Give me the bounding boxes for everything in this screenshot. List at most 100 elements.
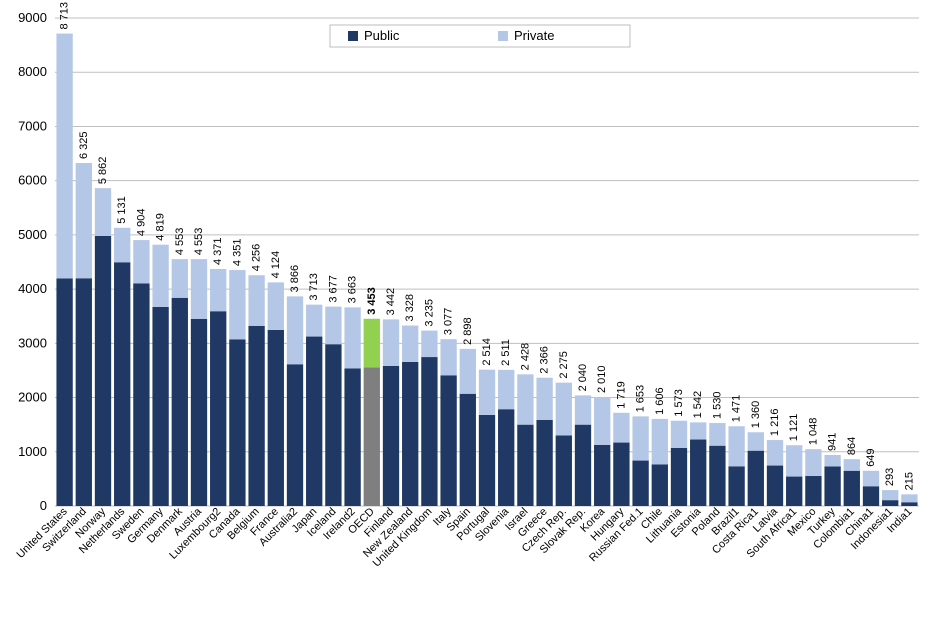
bars: 8 7136 3255 8625 1314 9044 8194 5534 553… (56, 2, 917, 506)
bar-total-label: 3 235 (423, 299, 435, 327)
bar-total-label: 3 442 (385, 288, 397, 316)
bar-private (325, 307, 341, 345)
bar-public (863, 486, 879, 506)
bar-public (652, 464, 668, 506)
bar-public (344, 368, 360, 506)
legend-label: Public (364, 28, 400, 43)
bar-public (95, 236, 111, 506)
bar-total-label: 4 351 (231, 239, 243, 267)
bar-private (440, 339, 456, 375)
y-tick-label: 1000 (18, 444, 47, 459)
bar-public (575, 425, 591, 506)
y-tick-label: 6000 (18, 173, 47, 188)
bar-public (805, 476, 821, 506)
bar-total-label: 1 653 (635, 385, 647, 413)
bar-private (556, 383, 572, 436)
bar-private (287, 296, 303, 364)
bar-public (402, 362, 418, 506)
bar-private (728, 426, 744, 466)
bar-private (613, 413, 629, 443)
bar-public (671, 448, 687, 506)
bar-private (632, 416, 648, 460)
bar-private (844, 459, 860, 471)
bar-total-label: 3 866 (289, 265, 301, 293)
bar-public (901, 502, 917, 506)
bar-private (767, 440, 783, 465)
bar-total-label: 215 (903, 472, 915, 490)
bar-public (325, 344, 341, 506)
bar-public (287, 364, 303, 506)
bar-private (901, 494, 917, 502)
bar-private (95, 188, 111, 236)
bar-public (517, 425, 533, 506)
bar-private (248, 275, 264, 326)
bar-private (786, 445, 802, 476)
bar-public (268, 330, 284, 506)
bar-total-label: 4 553 (193, 228, 205, 256)
bar-public (882, 500, 898, 506)
bar-total-label: 2 514 (481, 338, 493, 366)
bar-public (824, 466, 840, 506)
bar-private (172, 259, 188, 298)
bar-public (844, 471, 860, 506)
bar-total-label: 2 366 (539, 346, 551, 374)
bar-private (344, 307, 360, 368)
bar-private (210, 269, 226, 311)
bar-public (172, 298, 188, 506)
bar-private (383, 319, 399, 366)
bar-total-label: 1 573 (673, 389, 685, 417)
bar-public (56, 278, 72, 506)
bar-private (517, 374, 533, 424)
bar-private (460, 349, 476, 394)
bar-public (133, 283, 149, 506)
bar-private (56, 34, 72, 279)
bar-total-label: 649 (865, 448, 877, 466)
bar-public (594, 445, 610, 506)
bar-private (536, 378, 552, 420)
bar-public (632, 461, 648, 506)
bar-public (556, 436, 572, 506)
bar-private (268, 282, 284, 330)
bar-public (613, 443, 629, 506)
y-tick-label: 3000 (18, 335, 47, 350)
bar-total-label: 1 360 (750, 401, 762, 429)
bar-public (690, 440, 706, 506)
bar-total-label: 5 862 (97, 157, 109, 185)
bar-total-label: 1 530 (711, 392, 723, 420)
bar-public (536, 420, 552, 506)
bar-private (479, 370, 495, 415)
y-tick-label: 7000 (18, 118, 47, 133)
chart-container: { "chart": { "type": "stacked-bar", "wid… (0, 0, 931, 630)
legend-label: Private (514, 28, 554, 43)
bar-total-label: 2 040 (577, 364, 589, 392)
bar-total-label: 3 453 (366, 287, 378, 315)
legend-swatch (498, 31, 508, 41)
bar-total-label: 1 719 (615, 381, 627, 409)
bar-total-label: 4 256 (251, 244, 263, 272)
bar-total-label: 941 (827, 433, 839, 451)
bar-total-label: 2 511 (500, 339, 512, 366)
bar-private (76, 163, 92, 278)
bar-private (671, 421, 687, 448)
bar-public (210, 311, 226, 506)
bar-private (152, 245, 168, 307)
bar-total-label: 5 131 (116, 196, 128, 224)
y-tick-label: 9000 (18, 10, 47, 25)
bar-private (748, 432, 764, 450)
bar-total-label: 2 010 (596, 365, 608, 393)
bar-private (364, 319, 380, 368)
bar-public (767, 466, 783, 506)
bar-total-label: 3 713 (308, 273, 320, 301)
bar-total-label: 4 819 (155, 213, 167, 241)
bar-private (594, 397, 610, 445)
bar-private (690, 422, 706, 439)
bar-total-label: 4 371 (212, 237, 224, 265)
bar-private (709, 423, 725, 446)
bar-total-label: 1 048 (807, 418, 819, 446)
bar-private (421, 331, 437, 357)
bar-total-label: 3 077 (443, 308, 455, 336)
y-tick-label: 4000 (18, 281, 47, 296)
bar-public (440, 375, 456, 506)
bar-total-label: 293 (884, 468, 896, 486)
bar-total-label: 2 428 (519, 343, 531, 371)
